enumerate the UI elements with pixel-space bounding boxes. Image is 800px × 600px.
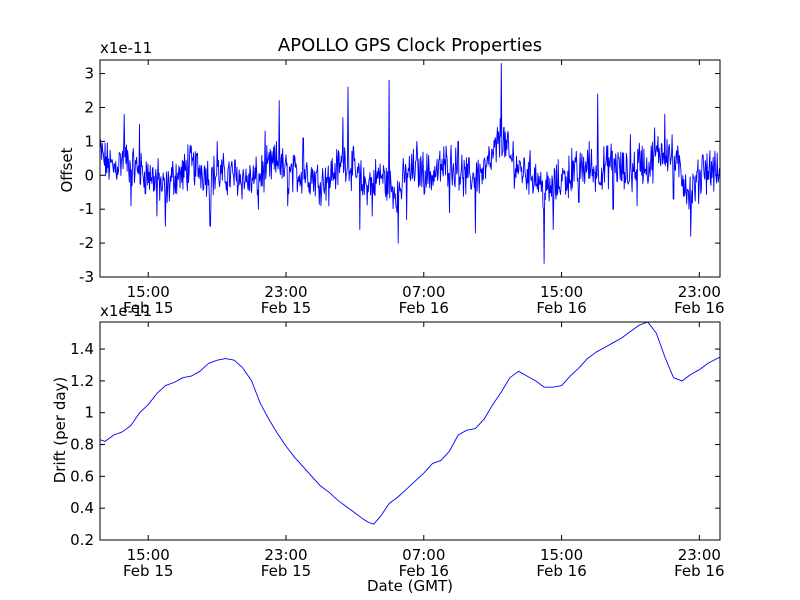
offset-xtick-time-0: 15:00 bbox=[127, 283, 170, 301]
chart-title: APOLLO GPS Clock Properties bbox=[278, 35, 542, 56]
drift-xtick-date-1: Feb 15 bbox=[261, 562, 311, 580]
drift-multiplier-label: x1e-11 bbox=[100, 302, 152, 320]
drift-ytick-label-5: 1.2 bbox=[70, 372, 94, 390]
drift-ytick-label-6: 1.4 bbox=[70, 340, 94, 358]
offset-series-line-0 bbox=[100, 62, 720, 264]
offset-xtick-date-2: Feb 16 bbox=[399, 299, 449, 317]
drift-ytick-label-4: 1 bbox=[84, 404, 94, 422]
date-axis-label: Date (GMT) bbox=[367, 577, 453, 595]
offset-ytick-label-0: -3 bbox=[79, 268, 94, 286]
offset-xtick-time-4: 23:00 bbox=[678, 283, 721, 301]
offset-ytick-label-3: 0 bbox=[84, 166, 94, 184]
drift-xtick-time-3: 15:00 bbox=[540, 546, 583, 564]
offset-ytick-label-1: -2 bbox=[79, 234, 94, 252]
offset-xtick-time-2: 07:00 bbox=[402, 283, 445, 301]
drift-ytick-label-1: 0.4 bbox=[70, 499, 94, 517]
drift-xtick-date-4: Feb 16 bbox=[674, 562, 724, 580]
offset-xtick-time-1: 23:00 bbox=[264, 283, 307, 301]
drift-xtick-date-2: Feb 16 bbox=[399, 562, 449, 580]
offset-ytick-label-2: -1 bbox=[79, 200, 94, 218]
drift-series-line-0 bbox=[100, 322, 720, 525]
offset-ytick-label-5: 2 bbox=[84, 98, 94, 116]
offset-multiplier-label: x1e-11 bbox=[100, 39, 152, 57]
drift-ytick-label-2: 0.6 bbox=[70, 467, 94, 485]
offset-xtick-date-3: Feb 16 bbox=[536, 299, 586, 317]
offset-xtick-date-4: Feb 16 bbox=[674, 299, 724, 317]
drift-ytick-label-0: 0.2 bbox=[70, 531, 94, 549]
offset-ytick-label-6: 3 bbox=[84, 65, 94, 83]
offset-axis-label: Offset bbox=[58, 147, 76, 192]
drift-ytick-label-3: 0.8 bbox=[70, 436, 94, 454]
drift-xtick-time-1: 23:00 bbox=[264, 546, 307, 564]
drift-xtick-date-0: Feb 15 bbox=[123, 562, 173, 580]
offset-xtick-date-0: Feb 15 bbox=[123, 299, 173, 317]
offset-ytick-label-4: 1 bbox=[84, 132, 94, 150]
offset-xtick-date-1: Feb 15 bbox=[261, 299, 311, 317]
offset-plot-frame bbox=[99, 59, 721, 278]
drift-xtick-time-2: 07:00 bbox=[402, 546, 445, 564]
drift-axis-label: Drift (per day) bbox=[51, 377, 69, 484]
drift-plot-frame bbox=[99, 321, 721, 541]
drift-xtick-time-0: 15:00 bbox=[127, 546, 170, 564]
offset-xtick-time-3: 15:00 bbox=[540, 283, 583, 301]
drift-xtick-date-3: Feb 16 bbox=[536, 562, 586, 580]
drift-xtick-time-4: 23:00 bbox=[678, 546, 721, 564]
